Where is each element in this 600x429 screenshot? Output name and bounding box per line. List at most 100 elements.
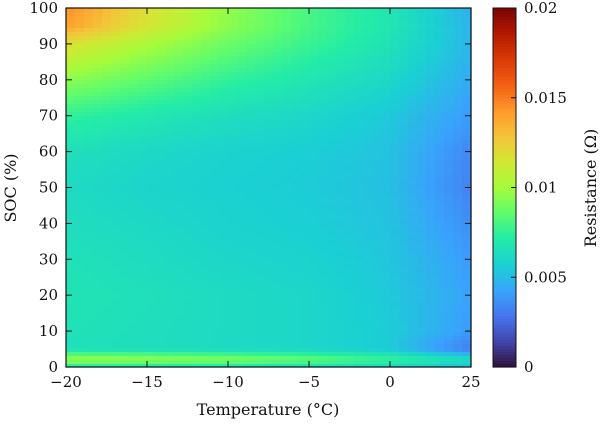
heatmap-cell — [282, 244, 292, 249]
heatmap-cell — [444, 364, 454, 368]
heatmap-cell — [246, 176, 256, 181]
heatmap-cell — [363, 168, 373, 173]
heatmap-cell — [201, 56, 211, 61]
colorbar-segment — [493, 268, 516, 272]
heatmap-cell — [75, 200, 85, 205]
heatmap-cell — [291, 100, 301, 105]
heatmap-cell — [66, 300, 76, 305]
heatmap-cell — [327, 324, 337, 329]
heatmap-cell — [165, 220, 175, 225]
heatmap-cell — [309, 156, 319, 161]
heatmap-cell — [246, 64, 256, 69]
heatmap-cell — [282, 256, 292, 261]
x-tick-label: −20 — [50, 373, 82, 391]
heatmap-cell — [84, 48, 94, 53]
heatmap-cell — [363, 216, 373, 221]
heatmap-cell — [399, 320, 409, 325]
heatmap-cell — [399, 24, 409, 29]
heatmap-cell — [372, 224, 382, 229]
heatmap-cell — [408, 108, 418, 113]
heatmap-cell — [408, 100, 418, 105]
heatmap-cell — [408, 136, 418, 141]
heatmap-cell — [363, 144, 373, 149]
heatmap-cell — [210, 32, 220, 37]
heatmap-cell — [201, 108, 211, 113]
heatmap-cell — [84, 292, 94, 297]
heatmap-cell — [354, 328, 364, 333]
heatmap-cell — [102, 108, 112, 113]
heatmap-cell — [174, 96, 184, 101]
heatmap-cell — [120, 272, 130, 277]
heatmap-cell — [138, 60, 148, 65]
heatmap-cell — [102, 336, 112, 341]
heatmap-cell — [417, 232, 427, 237]
heatmap-cell — [336, 52, 346, 57]
heatmap-cell — [84, 8, 94, 13]
heatmap-cell — [390, 236, 400, 241]
heatmap-cell — [390, 64, 400, 69]
heatmap-cell — [381, 256, 391, 261]
heatmap-cell — [381, 8, 391, 13]
heatmap-cell — [300, 36, 310, 41]
heatmap-cell — [291, 32, 301, 37]
heatmap-cell — [462, 328, 472, 333]
heatmap-cell — [120, 304, 130, 309]
heatmap-cell — [399, 12, 409, 17]
heatmap-cell — [426, 116, 436, 121]
heatmap-cell — [399, 132, 409, 137]
heatmap-cell — [417, 76, 427, 81]
heatmap-cell — [102, 116, 112, 121]
heatmap-cell — [138, 236, 148, 241]
heatmap-cell — [309, 320, 319, 325]
heatmap-cell — [291, 132, 301, 137]
heatmap-cell — [219, 156, 229, 161]
heatmap-cell — [174, 240, 184, 245]
heatmap-cell — [426, 48, 436, 53]
heatmap-cell — [246, 264, 256, 269]
heatmap-cell — [273, 88, 283, 93]
heatmap-cell — [147, 180, 157, 185]
heatmap-cell — [111, 244, 121, 249]
heatmap-cell — [147, 284, 157, 289]
heatmap-cell — [66, 20, 76, 25]
heatmap-cell — [237, 16, 247, 21]
heatmap-cell — [462, 320, 472, 325]
heatmap-cell — [210, 120, 220, 125]
heatmap-cell — [219, 12, 229, 17]
heatmap-cell — [426, 304, 436, 309]
heatmap-cell — [174, 336, 184, 341]
heatmap-cell — [336, 48, 346, 53]
heatmap-cell — [174, 24, 184, 29]
heatmap-cell — [291, 220, 301, 225]
heatmap-cell — [237, 80, 247, 85]
heatmap-cell — [66, 348, 76, 353]
heatmap-cell — [237, 276, 247, 281]
heatmap-cell — [282, 84, 292, 89]
heatmap-cell — [327, 344, 337, 349]
heatmap-cell — [309, 152, 319, 157]
heatmap-cell — [408, 324, 418, 329]
heatmap-cell — [66, 104, 76, 109]
heatmap-cell — [363, 224, 373, 229]
heatmap-cell — [336, 200, 346, 205]
heatmap-cell — [66, 28, 76, 33]
heatmap-cell — [129, 308, 139, 313]
heatmap-cell — [93, 24, 103, 29]
heatmap-cell — [282, 80, 292, 85]
heatmap-cell — [426, 40, 436, 45]
heatmap-cell — [75, 244, 85, 249]
heatmap-cell — [246, 48, 256, 53]
heatmap-cell — [354, 140, 364, 145]
heatmap-cell — [372, 300, 382, 305]
heatmap-cell — [111, 212, 121, 217]
heatmap-cell — [417, 196, 427, 201]
colorbar-segment — [493, 358, 516, 362]
heatmap-cell — [210, 340, 220, 345]
heatmap-cell — [129, 132, 139, 137]
heatmap-cell — [372, 308, 382, 313]
heatmap-cell — [354, 340, 364, 345]
heatmap-cell — [156, 152, 166, 157]
heatmap-cell — [129, 348, 139, 353]
heatmap-cell — [462, 132, 472, 137]
heatmap-cell — [336, 60, 346, 65]
